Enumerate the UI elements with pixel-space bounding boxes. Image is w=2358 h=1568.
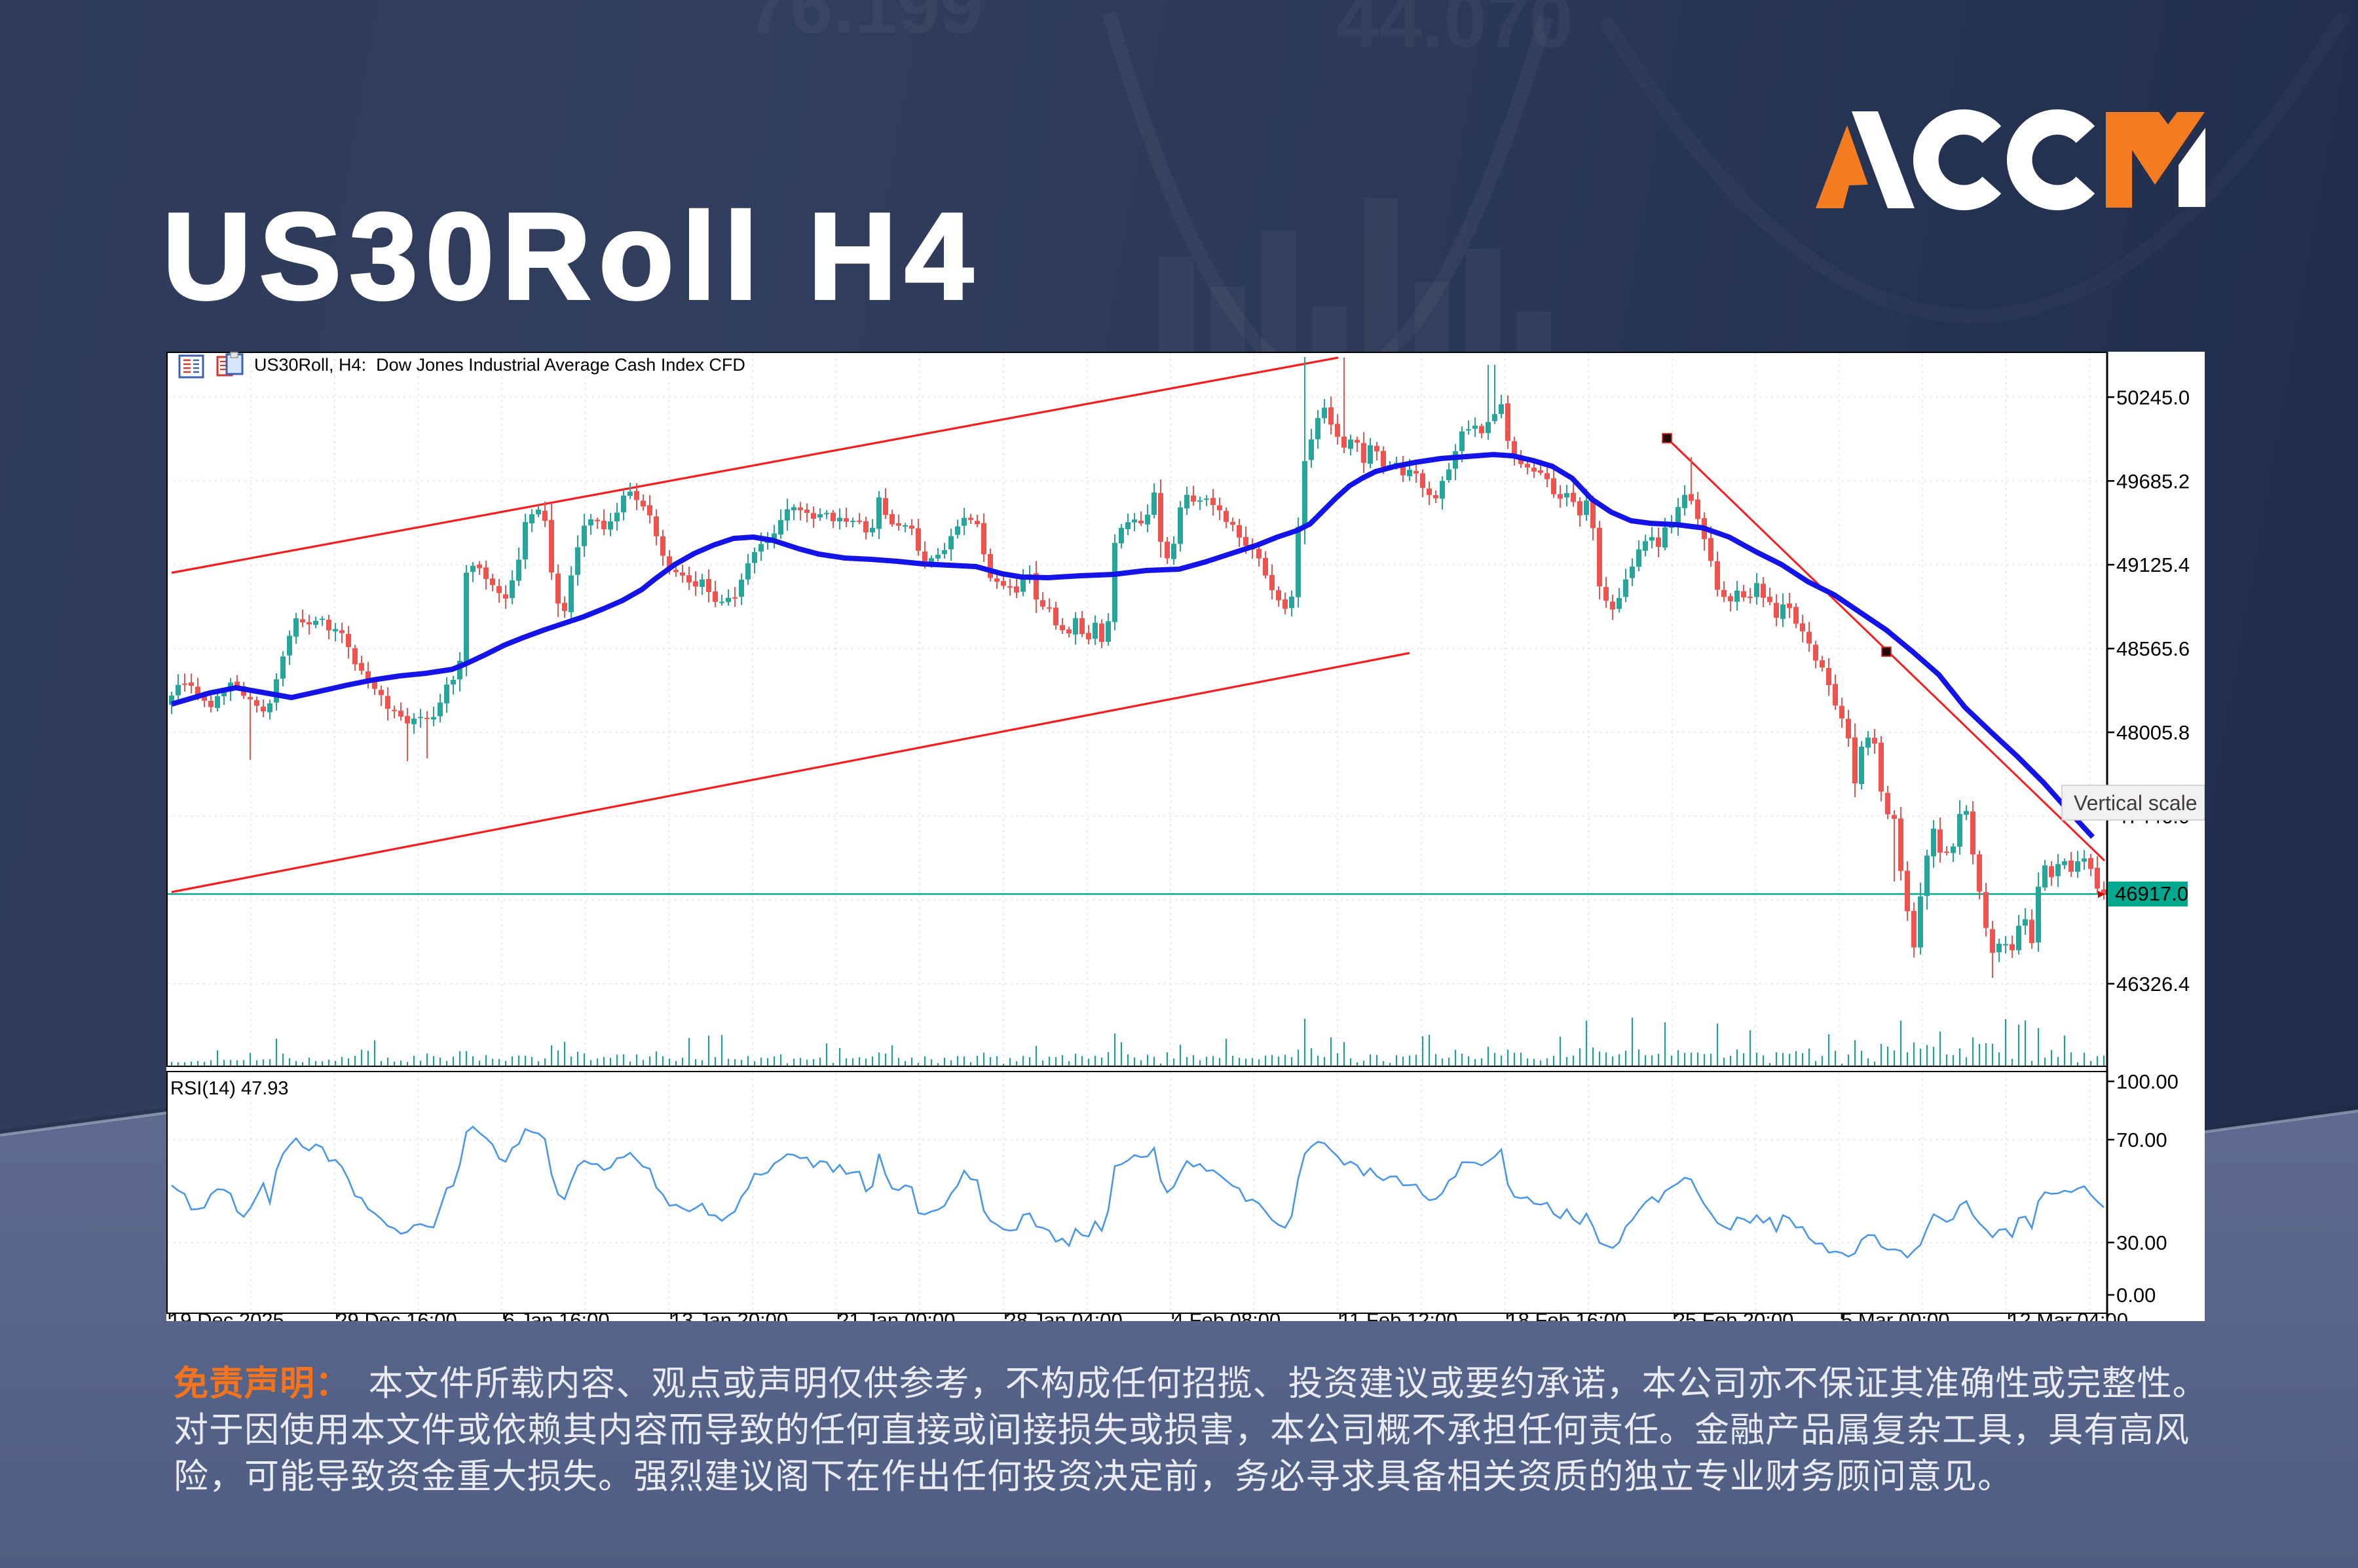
svg-text:49125.4: 49125.4 — [2116, 553, 2190, 576]
svg-text:50245.0: 50245.0 — [2116, 386, 2190, 409]
svg-text:4 Feb 08:00: 4 Feb 08:00 — [1172, 1309, 1281, 1321]
svg-text:100.00: 100.00 — [2116, 1070, 2179, 1093]
svg-text:48005.8: 48005.8 — [2116, 721, 2190, 744]
svg-text:5 Mar 00:00: 5 Mar 00:00 — [1841, 1309, 1949, 1321]
svg-text:70.00: 70.00 — [2116, 1129, 2167, 1151]
svg-text:48565.6: 48565.6 — [2116, 637, 2190, 660]
svg-text:28 Jan 04:00: 28 Jan 04:00 — [1005, 1309, 1123, 1321]
svg-text:Vertical scale: Vertical scale — [2074, 791, 2198, 815]
svg-text:18 Feb 16:00: 18 Feb 16:00 — [1506, 1309, 1626, 1321]
svg-text:29 Dec 16:00: 29 Dec 16:00 — [336, 1309, 457, 1321]
svg-text:0.00: 0.00 — [2116, 1284, 2156, 1307]
svg-text:12 Mar 04:00: 12 Mar 04:00 — [2008, 1309, 2128, 1321]
svg-text:19 Dec 2025: 19 Dec 2025 — [169, 1309, 284, 1321]
svg-text:49685.2: 49685.2 — [2116, 470, 2190, 493]
svg-text:13 Jan 20:00: 13 Jan 20:00 — [671, 1309, 788, 1321]
svg-text:11 Feb 12:00: 11 Feb 12:00 — [1339, 1309, 1457, 1321]
svg-text:6 Jan 16:00: 6 Jan 16:00 — [504, 1309, 610, 1321]
svg-text:25 Feb 20:00: 25 Feb 20:00 — [1674, 1309, 1794, 1321]
svg-text:21 Jan 00:00: 21 Jan 00:00 — [838, 1309, 955, 1321]
svg-text:46917.0: 46917.0 — [2115, 882, 2188, 905]
svg-text:46326.4: 46326.4 — [2116, 973, 2190, 996]
svg-text:US30Roll, H4: Dow Jones Indus: US30Roll, H4: Dow Jones Industrial Avera… — [254, 355, 745, 375]
svg-text:30.00: 30.00 — [2116, 1231, 2167, 1254]
svg-text:RSI(14) 47.93: RSI(14) 47.93 — [170, 1078, 289, 1099]
